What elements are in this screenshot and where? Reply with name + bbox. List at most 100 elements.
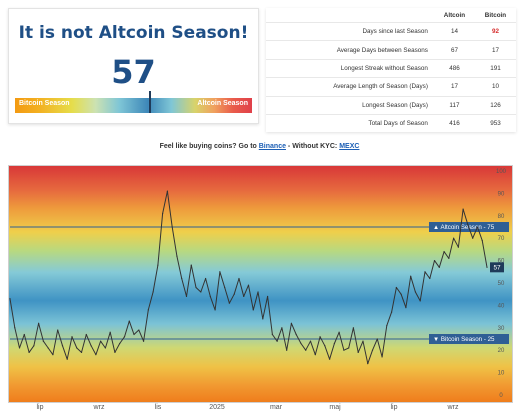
stat-altcoin-value: 117 — [433, 95, 475, 115]
altcoin-season-index-card: It is not Altcoin Season! 57 Bitcoin Sea… — [8, 8, 259, 124]
data-point — [162, 212, 164, 215]
x-tick-label: lip — [36, 404, 44, 411]
y-tick-label: 80 — [498, 214, 505, 220]
data-point — [309, 340, 312, 342]
mexc-link[interactable]: MEXC — [339, 143, 360, 150]
stat-label: Average Days between Seasons — [266, 40, 434, 60]
data-point — [443, 251, 445, 253]
data-point — [486, 266, 488, 268]
data-point — [209, 295, 211, 298]
data-point — [324, 345, 326, 347]
data-point — [138, 329, 140, 331]
data-point — [257, 291, 259, 293]
stat-altcoin-value: 416 — [433, 113, 475, 133]
y-tick-label: 60 — [498, 259, 505, 265]
data-point — [142, 340, 145, 342]
data-point — [171, 226, 173, 228]
data-point — [14, 327, 16, 329]
altcoin-season-gauge-label: Altcoin Season — [197, 100, 248, 107]
data-point — [376, 338, 378, 340]
data-point — [71, 336, 73, 338]
data-point — [152, 291, 154, 293]
stat-bitcoin-value: 10 — [474, 77, 516, 97]
data-point — [276, 340, 278, 342]
data-point — [467, 224, 469, 226]
data-point — [52, 354, 54, 356]
stat-bitcoin-value: 126 — [474, 95, 516, 115]
data-point — [190, 264, 192, 266]
index-series-line — [9, 190, 488, 365]
data-point — [266, 295, 269, 298]
data-point — [214, 309, 216, 311]
x-tick-label: lip — [390, 404, 398, 411]
data-point — [262, 318, 264, 320]
y-tick-label: 50 — [498, 281, 505, 287]
data-point — [290, 322, 293, 324]
y-tick-label: 90 — [498, 191, 505, 197]
data-point — [80, 351, 83, 354]
data-point — [185, 295, 188, 298]
data-point — [472, 237, 474, 239]
threshold-label-box — [429, 334, 509, 344]
stat-label: Longest Season (Days) — [266, 95, 434, 115]
data-point — [119, 342, 121, 345]
data-point — [42, 340, 44, 342]
stat-altcoin-value: 14 — [433, 21, 475, 41]
data-point — [95, 354, 97, 356]
data-point — [400, 293, 402, 295]
data-point — [176, 255, 178, 257]
index-status-title: It is not Altcoin Season! — [18, 23, 249, 43]
y-tick-label: 70 — [498, 236, 505, 242]
data-point — [204, 277, 207, 280]
stat-label: Longest Streak without Season — [266, 58, 434, 78]
data-point — [123, 336, 126, 338]
data-point — [243, 295, 245, 298]
stat-bitcoin-value: 191 — [474, 58, 516, 78]
data-point — [433, 260, 436, 262]
stat-altcoin-value: 486 — [433, 58, 475, 78]
promo-text: Feel like buying coins? Go to — [159, 143, 259, 150]
data-point — [338, 331, 340, 333]
data-point — [328, 358, 331, 360]
data-point — [147, 309, 149, 311]
stat-label: Days since last Season — [266, 21, 434, 41]
data-point — [281, 327, 283, 329]
data-point — [405, 307, 407, 309]
x-tick-label: lis — [154, 404, 162, 411]
stats-header-blank — [266, 8, 434, 23]
stats-header-bitcoin: Bitcoin — [484, 11, 507, 19]
season-gauge-bar: Bitcoin Season Altcoin Season — [15, 91, 252, 113]
data-point — [47, 347, 49, 349]
data-point — [157, 264, 159, 266]
binance-link[interactable]: Binance — [258, 143, 286, 150]
data-point — [114, 351, 116, 354]
data-point — [481, 239, 483, 242]
table-row: Total Days of Season 416 953 — [266, 113, 516, 133]
data-point — [18, 347, 21, 349]
data-point — [133, 333, 135, 336]
threshold-label: ▲ Altcoin Season - 75 — [433, 224, 495, 231]
data-point — [453, 237, 455, 239]
data-point — [28, 351, 30, 354]
data-point — [448, 257, 450, 259]
data-point — [85, 333, 87, 336]
data-point — [395, 286, 397, 289]
stat-bitcoin-value: 17 — [474, 40, 516, 60]
x-tick-label: maj — [329, 404, 341, 411]
y-tick-label: 100 — [496, 169, 507, 175]
y-tick-label: 20 — [498, 348, 505, 354]
season-stats-table: Altcoin Bitcoin Days since last Season 1… — [266, 8, 516, 133]
data-point — [90, 345, 92, 347]
data-point — [462, 208, 464, 210]
table-row: Longest Streak without Season 486 191 — [266, 58, 516, 78]
data-point — [166, 190, 169, 192]
table-row: Average Days between Seasons 67 17 — [266, 40, 516, 60]
data-point — [319, 336, 321, 338]
data-point — [410, 275, 412, 277]
data-point — [252, 309, 254, 311]
data-point — [247, 284, 250, 286]
x-tick-label: 2025 — [209, 404, 225, 411]
table-row: Average Length of Season (Days) 17 10 — [266, 77, 516, 97]
data-point — [352, 327, 355, 329]
